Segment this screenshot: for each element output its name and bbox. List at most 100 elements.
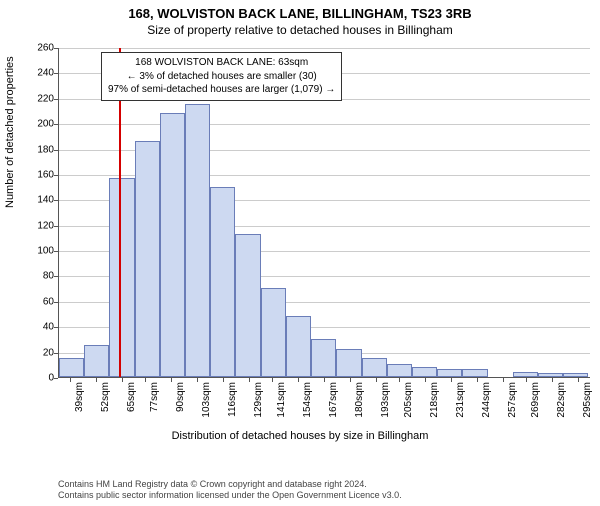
xtick-mark [399, 378, 400, 382]
xtick-mark [376, 378, 377, 382]
bar [387, 364, 412, 377]
xtick-mark [96, 378, 97, 382]
xtick-mark [503, 378, 504, 382]
annotation-line1: 168 WOLVISTON BACK LANE: 63sqm [108, 56, 335, 70]
xtick-mark [451, 378, 452, 382]
ytick-mark [54, 251, 58, 252]
chart-title: 168, WOLVISTON BACK LANE, BILLINGHAM, TS… [0, 6, 600, 21]
bar [286, 316, 311, 377]
ytick-mark [54, 276, 58, 277]
ytick-label: 60 [14, 296, 54, 307]
bar [109, 178, 134, 377]
bar [59, 358, 84, 377]
bar [513, 372, 538, 377]
ytick-label: 140 [14, 195, 54, 206]
xtick-label: 295sqm [582, 382, 593, 428]
ytick-mark [54, 378, 58, 379]
xtick-label: 180sqm [354, 382, 365, 428]
ytick-mark [54, 124, 58, 125]
bar [311, 339, 336, 377]
xtick-label: 39sqm [74, 382, 85, 428]
xtick-mark [272, 378, 273, 382]
ytick-label: 0 [14, 373, 54, 384]
ytick-label: 180 [14, 144, 54, 155]
xtick-label: 52sqm [100, 382, 111, 428]
xtick-label: 257sqm [507, 382, 518, 428]
xtick-mark [298, 378, 299, 382]
xtick-label: 218sqm [429, 382, 440, 428]
annotation-line3: 97% of semi-detached houses are larger (… [108, 83, 335, 97]
ytick-label: 160 [14, 169, 54, 180]
bar [336, 349, 361, 377]
xtick-label: 141sqm [276, 382, 287, 428]
ytick-label: 240 [14, 68, 54, 79]
x-axis-label: Distribution of detached houses by size … [0, 430, 600, 442]
xtick-mark [477, 378, 478, 382]
bar [462, 369, 487, 377]
ytick-label: 20 [14, 347, 54, 358]
ytick-mark [54, 48, 58, 49]
ytick-label: 260 [14, 43, 54, 54]
ytick-mark [54, 353, 58, 354]
bar [210, 187, 235, 377]
y-axis-label: Number of detached properties [4, 56, 16, 208]
credits-line2: Contains public sector information licen… [58, 490, 402, 502]
bar [412, 367, 437, 377]
ytick-label: 80 [14, 271, 54, 282]
xtick-label: 193sqm [380, 382, 391, 428]
xtick-mark [425, 378, 426, 382]
xtick-mark [249, 378, 250, 382]
xtick-label: 154sqm [302, 382, 313, 428]
ytick-mark [54, 226, 58, 227]
xtick-mark [197, 378, 198, 382]
bar [563, 373, 588, 377]
bar [135, 141, 160, 377]
xtick-mark [350, 378, 351, 382]
credits: Contains HM Land Registry data © Crown c… [58, 479, 402, 502]
ytick-mark [54, 302, 58, 303]
ytick-label: 220 [14, 93, 54, 104]
xtick-label: 103sqm [201, 382, 212, 428]
annotation-box: 168 WOLVISTON BACK LANE: 63sqm ← 3% of d… [101, 52, 342, 101]
xtick-label: 65sqm [126, 382, 137, 428]
xtick-label: 244sqm [481, 382, 492, 428]
bar [84, 345, 109, 377]
xtick-mark [552, 378, 553, 382]
xtick-mark [223, 378, 224, 382]
chart-subtitle: Size of property relative to detached ho… [0, 23, 600, 37]
ytick-mark [54, 175, 58, 176]
xtick-mark [122, 378, 123, 382]
plot-area: 168 WOLVISTON BACK LANE: 63sqm ← 3% of d… [58, 48, 590, 378]
bar [437, 369, 462, 377]
xtick-label: 129sqm [253, 382, 264, 428]
bar [538, 373, 563, 377]
bar [362, 358, 387, 377]
xtick-mark [171, 378, 172, 382]
xtick-label: 116sqm [227, 382, 238, 428]
bar [185, 104, 210, 377]
xtick-mark [324, 378, 325, 382]
xtick-label: 282sqm [556, 382, 567, 428]
ytick-label: 200 [14, 119, 54, 130]
ytick-mark [54, 150, 58, 151]
xtick-mark [578, 378, 579, 382]
ytick-label: 100 [14, 246, 54, 257]
bar [160, 113, 185, 377]
credits-line1: Contains HM Land Registry data © Crown c… [58, 479, 402, 491]
bar [235, 234, 260, 377]
ytick-mark [54, 327, 58, 328]
xtick-mark [145, 378, 146, 382]
xtick-label: 77sqm [149, 382, 160, 428]
chart-container: Number of detached properties 168 WOLVIS… [0, 48, 600, 448]
xtick-label: 205sqm [403, 382, 414, 428]
ytick-mark [54, 99, 58, 100]
ytick-mark [54, 73, 58, 74]
annotation-line2: ← 3% of detached houses are smaller (30) [108, 70, 335, 84]
xtick-mark [70, 378, 71, 382]
xtick-label: 269sqm [530, 382, 541, 428]
ytick-mark [54, 200, 58, 201]
ytick-label: 120 [14, 220, 54, 231]
bar [261, 288, 286, 377]
ytick-label: 40 [14, 322, 54, 333]
xtick-label: 90sqm [175, 382, 186, 428]
